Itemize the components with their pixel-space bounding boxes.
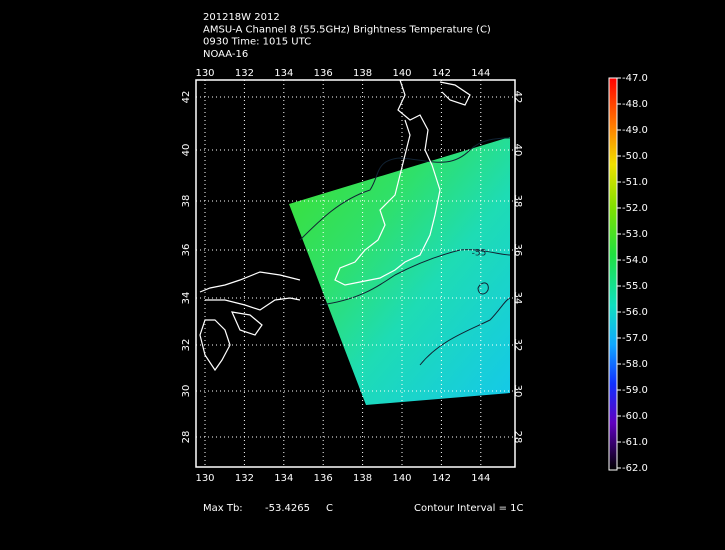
contour-line [319,249,511,306]
lon-label-bottom: 136 [314,473,333,484]
colorbar-label: -52.0 [622,203,648,214]
map-frame [195,79,516,468]
header-line: AMSU-A Channel 8 (55.5GHz) Brightness Te… [203,24,491,35]
colorbar-label: -61.0 [622,437,648,448]
lat-label-left: 42 [181,91,192,104]
lon-label-bottom: 142 [432,473,451,484]
lat-label-right: 30 [512,385,523,398]
max-unit: C [326,503,333,514]
colorbar-labels: -47.0 -48.0 -49.0 -50.0 -51.0 -52.0 -53.0 -54.0… [617,73,648,474]
lat-label-right: 36 [512,244,523,257]
lon-label-top: 134 [274,68,293,79]
colorbar-label: -48.0 [622,99,648,110]
lat-label-right: 34 [512,292,523,305]
lat-label-right: 38 [512,195,523,208]
coastline [199,79,471,372]
lon-label-top: 138 [353,68,372,79]
coast-path [199,319,231,372]
coast-path [230,311,263,336]
colorbar [608,77,618,471]
lon-label-top: 130 [195,68,214,79]
lat-label-left: 32 [181,339,192,352]
lat-label-right: 40 [512,144,523,157]
contour-line [477,282,489,295]
lat-label-left: 30 [181,385,192,398]
lon-label-top: 142 [432,68,451,79]
colorbar-label: -62.0 [622,463,648,474]
lon-label-bottom: 130 [195,473,214,484]
lat-label-left: 36 [181,244,192,257]
lon-label-top: 140 [392,68,411,79]
lon-label-bottom: 140 [392,473,411,484]
colorbar-label: -56.0 [622,307,648,318]
lon-label-top: 136 [314,68,333,79]
lat-label-right: 42 [512,91,523,104]
coast-path [439,81,471,106]
colorbar-label: -54.0 [622,255,648,266]
contour-line [299,137,511,241]
lon-label-top: 144 [471,68,490,79]
lat-label-right: 28 [512,431,523,444]
header-line: 201218W 2012 [203,12,280,23]
contours [299,137,511,366]
colorbar-label: -57.0 [622,333,648,344]
colorbar-label: -50.0 [622,151,648,162]
lon-label-bottom: 132 [235,473,254,484]
lat-label-left: 38 [181,195,192,208]
lon-label-bottom: 138 [353,473,372,484]
lon-label-bottom: 134 [274,473,293,484]
lat-label-left: 40 [181,144,192,157]
max-value: -53.4265 [265,503,310,514]
coast-path [205,297,301,311]
contour-label: -55 [472,249,487,259]
header-line: 0930 Time: 1015 UTC [203,37,311,48]
lat-label-right: 32 [512,339,523,352]
colorbar-label: -47.0 [622,73,648,84]
colorbar-label: -51.0 [622,177,648,188]
graticule [196,80,515,467]
colorbar-label: -60.0 [622,411,648,422]
contour-interval: Contour Interval = 1C [414,503,524,514]
colorbar-label: -59.0 [622,385,648,396]
coast-path [199,271,301,293]
contour-line [419,297,511,366]
lon-label-bottom: 144 [471,473,490,484]
colorbar-label: -55.0 [622,281,648,292]
colorbar-label: -58.0 [622,359,648,370]
tick-labels: 130 130 132 132 134 134 136 136 138 138 140 140 142 1… [181,68,523,484]
max-label: Max Tb: [203,503,243,514]
data-swath [289,137,510,405]
colorbar-label: -53.0 [622,229,648,240]
lat-label-left: 28 [181,431,192,444]
lat-label-left: 34 [181,292,192,305]
coast-path [334,79,441,286]
colorbar-label: -49.0 [622,125,648,136]
header-line: NOAA-16 [203,49,248,60]
lon-label-top: 132 [235,68,254,79]
